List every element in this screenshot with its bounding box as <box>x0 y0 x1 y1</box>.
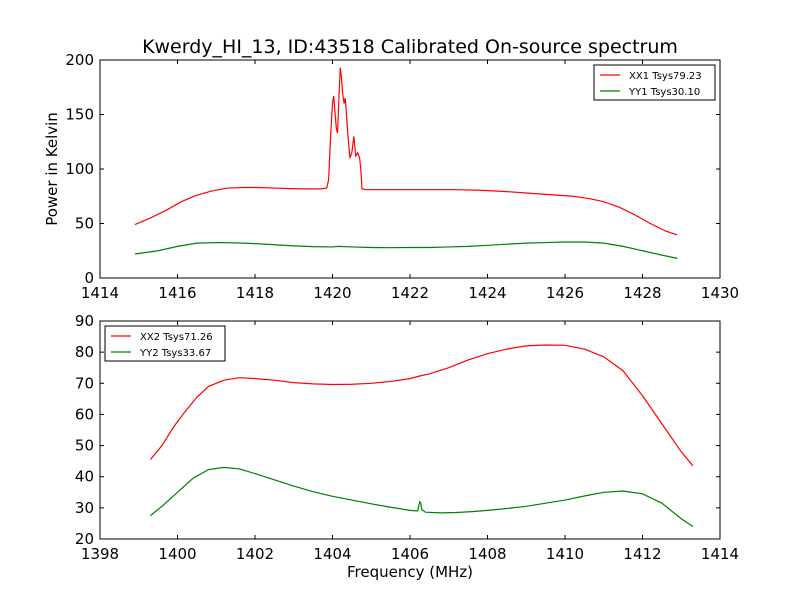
legend-label: YY1 Tsys30.10 <box>628 87 700 98</box>
legend: XX1 Tsys79.23 YY1 Tsys30.10 <box>593 64 716 101</box>
series-line-1 <box>134 67 678 236</box>
x-tick-label: 1418 <box>236 284 274 302</box>
top-panel-xx1-yy1: 1414 1416 1418 1420 1422 1424 1426 1428 1430 0 50 1… <box>65 51 739 302</box>
legend-label: YY2 Tsys33.67 <box>139 348 211 359</box>
x-tick-label: 1406 <box>391 545 429 563</box>
x-tick-label: 1408 <box>468 545 506 563</box>
y-tick-label: 70 <box>75 374 94 392</box>
x-tick-label: 1412 <box>623 545 661 563</box>
y-tick-label: 30 <box>75 499 94 517</box>
figure-title: Kwerdy_HI_13, ID:43518 Calibrated On-sou… <box>142 36 678 58</box>
legend-label: XX2 Tsys71.26 <box>140 332 213 343</box>
x-tick-label: 1400 <box>158 545 196 563</box>
bottom-panel-xx2-yy2: 1398 1400 1402 1404 1406 1408 1410 1412 1414 20 30… <box>75 312 739 563</box>
series-line-1 <box>149 344 694 467</box>
x-tick-label: 1424 <box>468 284 506 302</box>
x-tick-label: 1404 <box>313 545 351 563</box>
legend-label: XX1 Tsys79.23 <box>629 71 702 82</box>
y-tick-label: 100 <box>65 160 94 178</box>
y-tick-label: 50 <box>75 215 94 233</box>
y-tick-label: 90 <box>75 312 94 330</box>
x-tick-label: 1428 <box>623 284 661 302</box>
x-tick-label: 1416 <box>158 284 196 302</box>
y-tick-label: 200 <box>65 51 94 69</box>
y-axis-label: Power in Kelvin <box>43 112 61 226</box>
y-tick-label: 150 <box>65 106 94 124</box>
y-tick-label: 60 <box>75 405 94 423</box>
x-axis-label: Frequency (MHz) <box>347 563 473 581</box>
x-tick-label: 1398 <box>81 545 119 563</box>
x-tick-label: 1422 <box>391 284 429 302</box>
x-tick-label: 1430 <box>701 284 739 302</box>
y-tick-label: 40 <box>75 468 94 486</box>
x-tick-label: 1426 <box>546 284 584 302</box>
legend-box <box>593 64 716 101</box>
series-line-2 <box>149 466 694 528</box>
x-tick-label: 1410 <box>546 545 584 563</box>
x-tick-label: 1402 <box>236 545 274 563</box>
y-tick-label: 20 <box>75 530 94 548</box>
y-tick-label: 50 <box>75 437 94 455</box>
y-tick-label: 80 <box>75 343 94 361</box>
x-tick-label: 1414 <box>81 284 119 302</box>
legend-box <box>104 325 226 362</box>
y-tick-label: 0 <box>84 269 94 287</box>
legend: XX2 Tsys71.26 YY2 Tsys33.67 <box>104 325 226 362</box>
x-tick-label: 1414 <box>701 545 739 563</box>
x-tick-label: 1420 <box>313 284 351 302</box>
series-line-2 <box>134 241 678 259</box>
